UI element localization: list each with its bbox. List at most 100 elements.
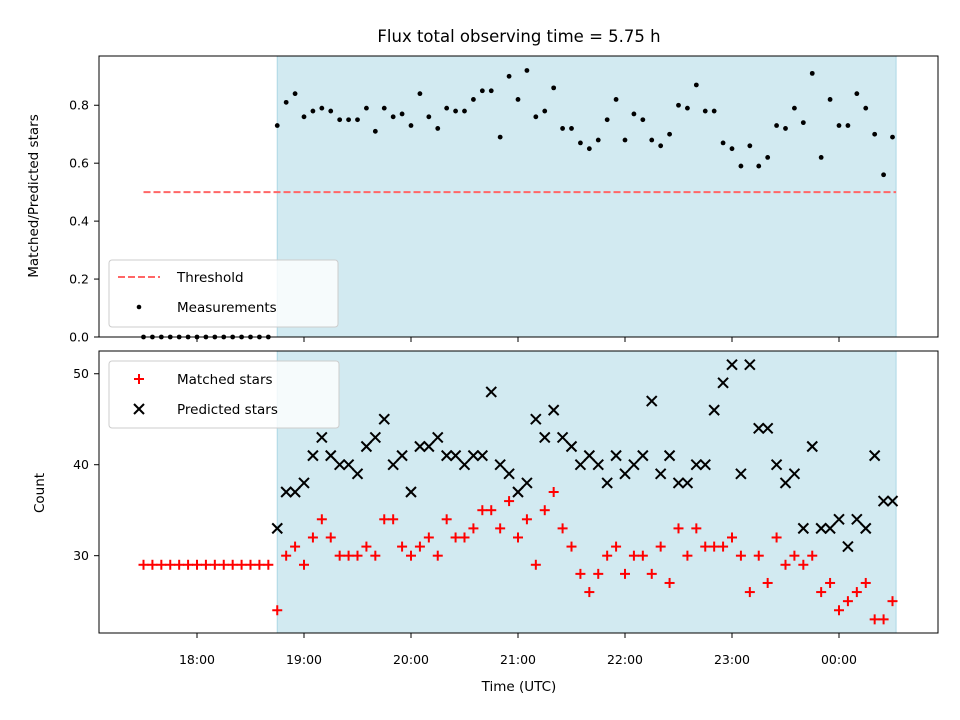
measurement-point	[426, 114, 432, 120]
matched-star-point	[735, 550, 746, 561]
measurement-point	[836, 123, 842, 128]
threshold-legend-label: Threshold	[176, 270, 244, 286]
measurement-point	[506, 73, 512, 79]
matched-star-point	[200, 559, 211, 570]
predicted-star-point	[654, 468, 667, 480]
matched-star-point	[361, 541, 372, 552]
matched-star-point	[637, 550, 648, 561]
matched-star-point	[450, 532, 461, 543]
matched-star-point	[834, 605, 844, 616]
predicted-star-mark-b	[539, 431, 551, 444]
bottom-y-tick-label: 40	[73, 457, 89, 472]
predicted-star-mark-b	[690, 459, 703, 471]
measurement-point	[738, 163, 744, 169]
measurement-point	[747, 143, 753, 149]
measurement-point	[417, 91, 423, 97]
predicted-star-point	[788, 468, 801, 480]
measurement-point	[381, 105, 387, 111]
matched-star-point	[192, 559, 202, 570]
matched-star-point	[138, 559, 149, 570]
measurement-point	[488, 88, 494, 94]
matched-star-point	[513, 532, 523, 543]
predicted-star-point	[833, 513, 845, 525]
matched-star-point	[842, 596, 853, 607]
measurements-legend-label: Measurements	[177, 300, 277, 316]
matched-star-point	[593, 568, 604, 579]
predicted-star-mark-b	[325, 449, 337, 462]
predicted-star-mark-b	[565, 440, 578, 453]
measurement-point	[649, 137, 655, 143]
predicted-star-mark-b	[432, 431, 444, 444]
predicted-star-mark-b	[574, 459, 587, 471]
top-y-tick-label: 0.0	[69, 330, 89, 345]
predicted-star-mark-b	[396, 449, 408, 462]
bottom-y-tick-label: 30	[73, 548, 89, 563]
measurement-point	[685, 105, 690, 111]
matched-star-point	[628, 550, 639, 561]
predicted-star-mark-b	[351, 468, 364, 480]
matched-star-point	[477, 505, 488, 516]
matched-star-point	[566, 541, 577, 552]
matched-star-point	[825, 577, 836, 588]
predicted-star-mark-b	[289, 486, 301, 498]
measurement-point	[408, 123, 414, 128]
predicted-star-mark-b	[842, 540, 854, 553]
predicted-star-mark-b	[485, 386, 497, 398]
predicted-star-mark-b	[637, 449, 649, 462]
predicted-star-point	[646, 395, 658, 407]
predicted-star-point	[753, 422, 765, 435]
matched-star-point	[602, 550, 613, 561]
predicted-star-mark-b	[868, 449, 881, 462]
matched-star-point	[370, 550, 381, 561]
predicted-star-point	[779, 477, 792, 489]
matched-star-point	[218, 559, 229, 570]
matched-star-point	[281, 550, 292, 561]
predicted-star-mark-b	[681, 477, 694, 489]
matched-star-point	[869, 614, 880, 625]
predicted-star-mark-b	[806, 440, 818, 453]
predicted-star-point	[396, 449, 408, 462]
matched-star-point	[156, 559, 167, 570]
matched-star-point	[423, 532, 434, 543]
predicted-star-mark-b	[628, 459, 640, 471]
predicted-star-point	[280, 486, 292, 498]
predicted-star-mark-b	[815, 522, 827, 535]
matched-star-point	[557, 523, 568, 534]
predicted-star-point	[726, 358, 738, 371]
measurement-point	[328, 108, 334, 114]
predicted-star-point	[351, 468, 364, 480]
measurement-point	[890, 134, 895, 140]
x-tick-label: 18:00	[179, 652, 215, 667]
predicted-star-point	[690, 459, 703, 471]
predicted-star-point	[539, 431, 551, 444]
measurement-point	[640, 117, 646, 123]
measurement-point	[774, 123, 779, 128]
matched-stars-points	[138, 487, 898, 625]
predicted-star-point	[663, 449, 676, 462]
x-tick-label: 22:00	[607, 652, 643, 667]
measurement-point	[310, 108, 316, 114]
predicted-star-point	[530, 413, 542, 425]
measurement-point	[462, 108, 467, 114]
predicted-star-mark-b	[530, 413, 542, 425]
matched-star-point	[620, 568, 630, 579]
predicted-star-point	[672, 477, 685, 489]
matched-star-point	[860, 577, 871, 588]
predicted-star-mark-b	[663, 449, 676, 462]
predicted-star-point	[298, 477, 310, 489]
matched-star-point	[414, 541, 425, 552]
predicted-star-mark-b	[342, 459, 355, 471]
measurement-point	[622, 137, 628, 143]
predicted-star-point	[699, 459, 711, 471]
predicted-star-point	[271, 522, 283, 535]
matched-star-point	[165, 559, 176, 570]
predicted-star-mark-b	[797, 522, 810, 535]
measurement-point	[783, 126, 788, 131]
measurement-point	[711, 108, 717, 114]
matched-star-point	[762, 577, 773, 588]
predicted-star-point	[342, 459, 355, 471]
measurement-point	[292, 91, 298, 97]
predicted-star-point	[360, 440, 373, 453]
matched-star-point	[655, 541, 666, 552]
measurement-point	[355, 117, 360, 123]
